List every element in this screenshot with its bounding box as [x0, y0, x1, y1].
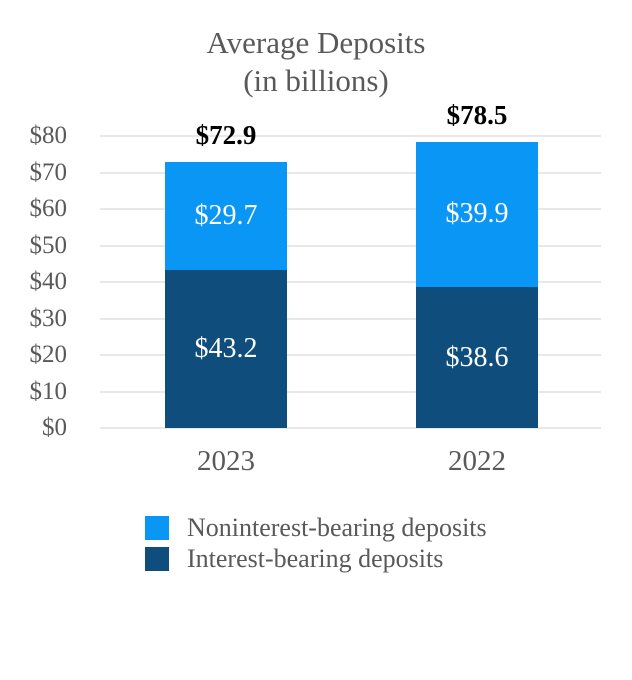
legend-swatch-icon [145, 515, 169, 540]
gridline-10 [100, 390, 601, 393]
bar-segment-2023-interest-bearing: $43.2 [165, 270, 287, 428]
legend-item-1: Interest-bearing deposits [145, 543, 487, 574]
chart-title: Average Deposits (in billions) [0, 24, 632, 100]
segment-value-label: $43.2 [194, 333, 258, 365]
chart-title-line1: Average Deposits [206, 25, 426, 60]
y-tick-label-60: $60 [29, 195, 68, 222]
chart-legend: Noninterest-bearing deposits Interest-bea… [145, 512, 487, 574]
chart-title-line2: (in billions) [243, 63, 389, 98]
legend-item-label: Interest-bearing deposits [187, 543, 444, 573]
x-axis-label-2023: 2023 [197, 445, 255, 477]
y-tick-label-50: $50 [29, 231, 68, 259]
gridline-30 [100, 317, 601, 320]
gridline-60 [100, 208, 601, 210]
legend-item-0: Noninterest-bearing deposits [145, 512, 487, 543]
gridline-40 [100, 281, 601, 283]
y-tick-label-20: $20 [29, 341, 68, 368]
segment-value-label: $29.7 [194, 200, 258, 232]
y-tick-label-80: $80 [29, 122, 68, 149]
segment-value-label: $39.9 [445, 198, 509, 230]
x-axis-label-2022: 2022 [448, 445, 506, 477]
bar-segment-2022-interest-bearing: $38.6 [416, 287, 538, 428]
gridline-20 [100, 354, 601, 356]
y-tick-label-40: $40 [29, 268, 68, 295]
y-tick-label-0: $0 [42, 414, 67, 441]
segment-value-label: $38.6 [445, 341, 509, 373]
gridline-0 [100, 427, 601, 429]
y-tick-label-10: $10 [29, 377, 68, 405]
gridline-50 [100, 244, 601, 247]
y-tick-label-70: $70 [29, 158, 68, 186]
legend-swatch-icon [145, 546, 169, 571]
gridline-70 [100, 171, 601, 174]
gridline-80 [100, 135, 601, 137]
bar-segment-2022-noninterest-bearing: $39.9 [416, 141, 538, 288]
total-label-2023: $72.9 [195, 119, 257, 150]
bar-segment-2023-noninterest-bearing: $29.7 [165, 161, 287, 271]
total-label-2022: $78.5 [446, 99, 508, 130]
legend-item-label: Noninterest-bearing deposits [187, 512, 487, 542]
y-tick-label-30: $30 [29, 304, 68, 332]
